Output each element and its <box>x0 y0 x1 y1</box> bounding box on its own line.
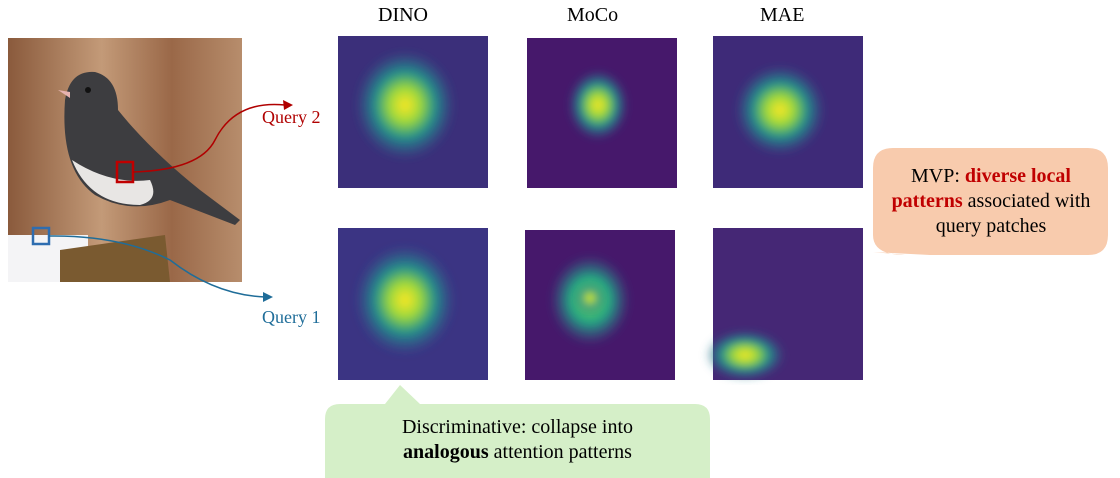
callout-highlight: analogous <box>403 441 489 463</box>
query-2-arrow <box>132 103 286 173</box>
mvp-callout: MVP: diverse local patterns associated w… <box>876 164 1106 239</box>
callout-text: attention patterns <box>493 441 632 463</box>
query-1-arrow <box>48 235 266 298</box>
column-label: MoCo <box>567 4 619 26</box>
discriminative-callout-bubble <box>325 385 710 478</box>
column-label: DINO <box>378 4 428 26</box>
arrow-head <box>263 292 273 302</box>
arrow-head <box>283 100 293 110</box>
callout-highlight: diverse local patterns <box>891 165 1071 212</box>
query-label: Query 1 <box>262 307 321 327</box>
query-label: Query 2 <box>262 107 321 127</box>
callout-text: associated with query patches <box>935 190 1091 237</box>
attention-maps <box>338 36 863 380</box>
discriminative-callout: Discriminative: collapse into analogous … <box>325 415 710 465</box>
bird-photo <box>8 38 242 282</box>
callout-text: MVP: <box>911 165 960 187</box>
mvp-callout-bubble <box>873 148 1108 255</box>
callout-text: Discriminative: collapse into <box>401 416 634 438</box>
column-label: MAE <box>760 4 805 26</box>
